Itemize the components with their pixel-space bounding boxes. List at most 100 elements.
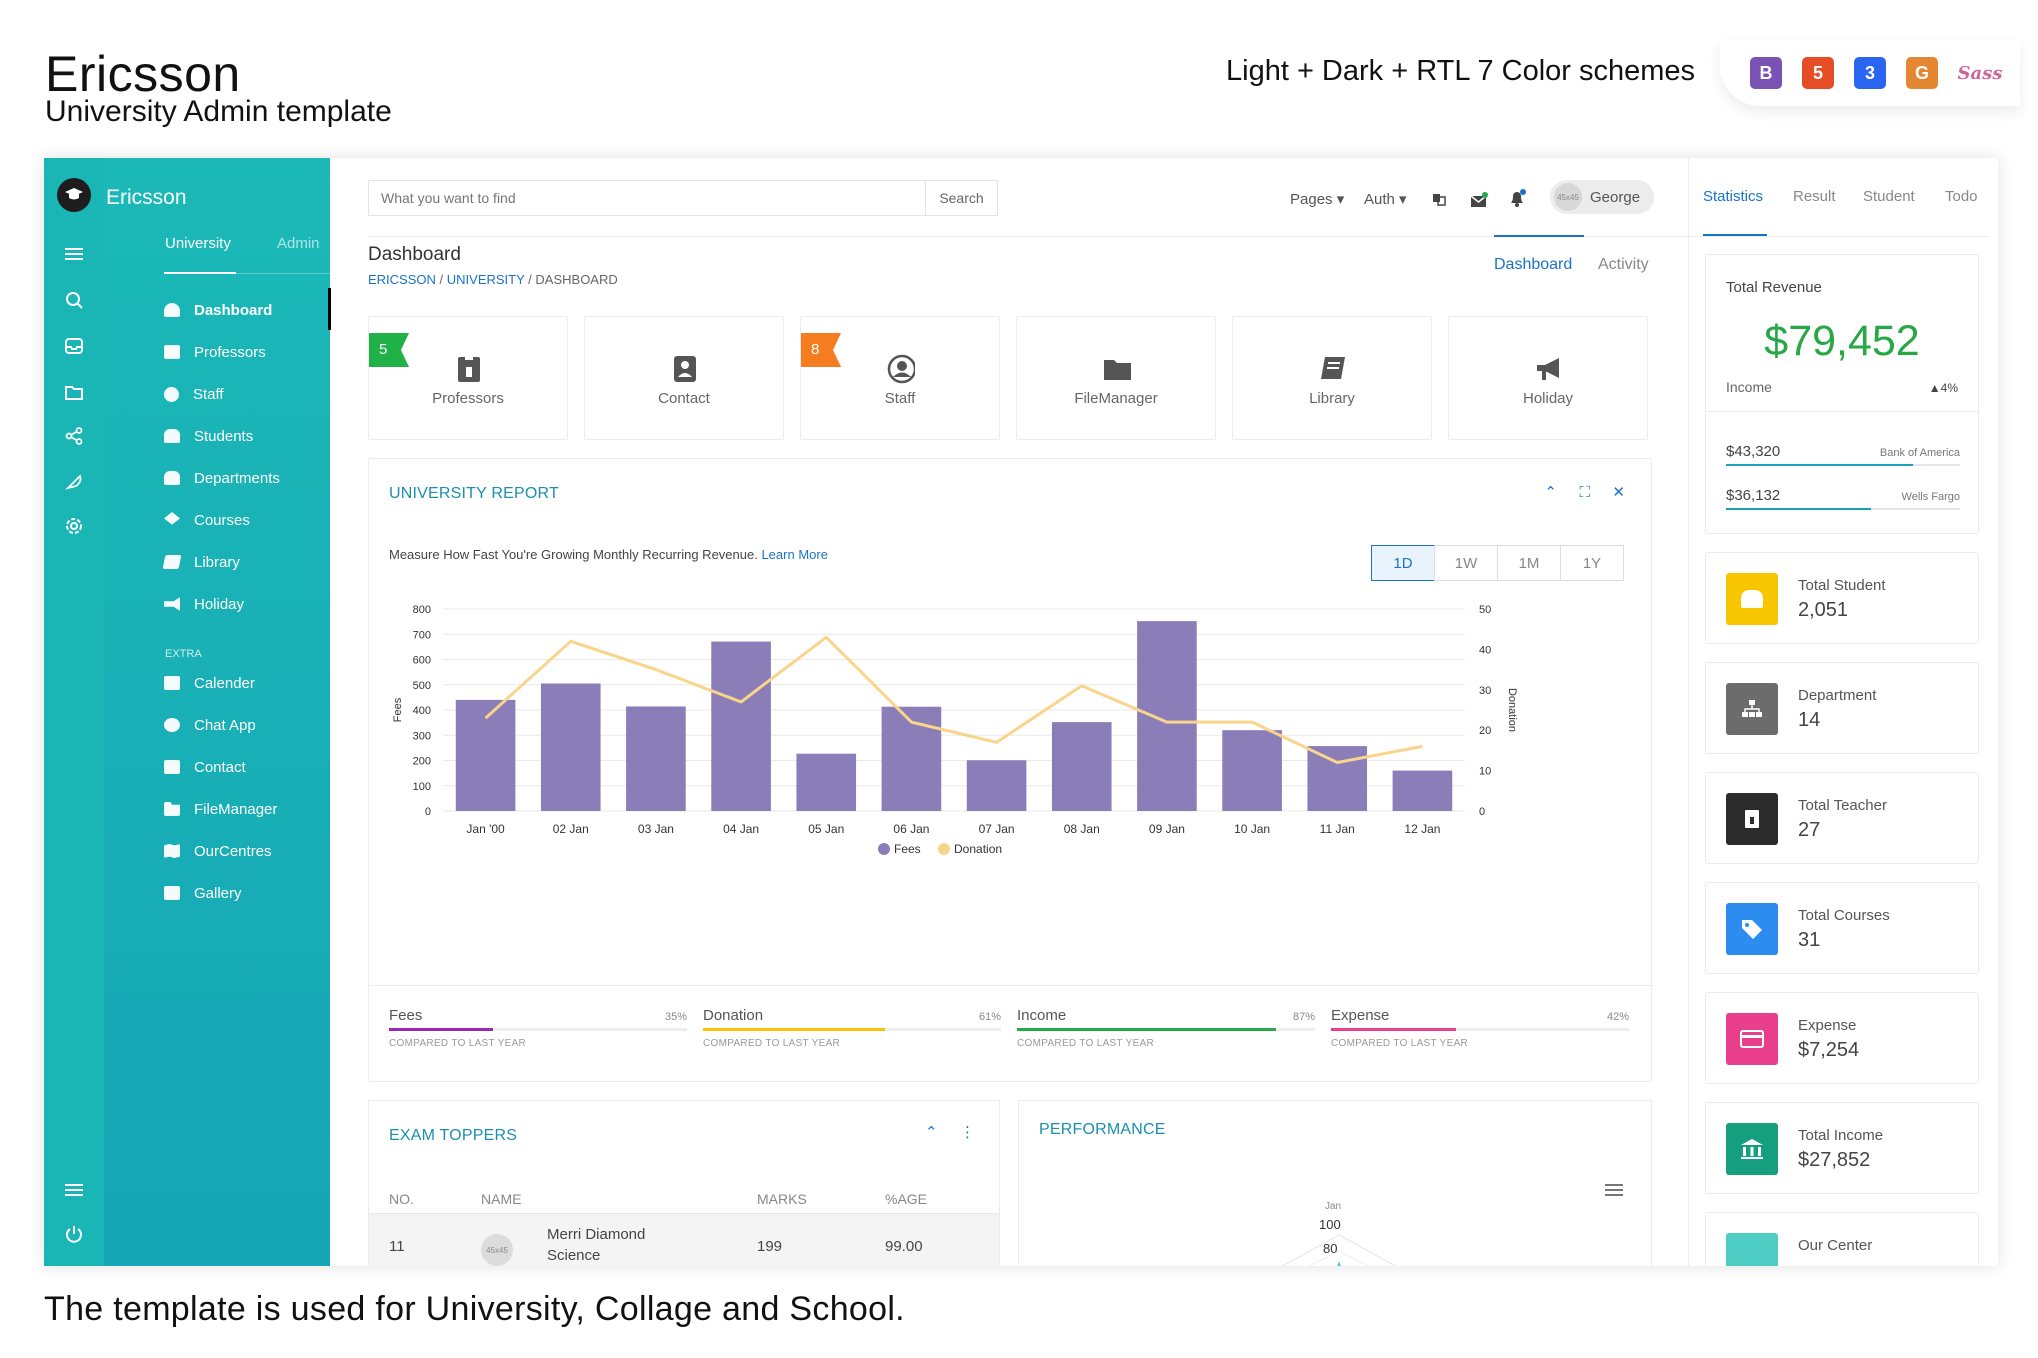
sidebar-tab-admin[interactable]: Admin xyxy=(277,235,320,252)
mail-icon[interactable] xyxy=(1470,192,1488,213)
users-icon xyxy=(1726,573,1778,625)
page-tab-indicator xyxy=(1494,235,1584,237)
language-icon[interactable] xyxy=(1432,192,1446,211)
sidebar-item-contact[interactable]: Contact xyxy=(104,756,246,778)
department-card[interactable]: Department 14 xyxy=(1705,662,1979,754)
performance-radar-chart xyxy=(1281,1234,1397,1266)
gear-icon[interactable] xyxy=(62,514,86,538)
tab-activity[interactable]: Activity xyxy=(1598,256,1649,273)
tags-icon xyxy=(1726,903,1778,955)
more-vertical-icon[interactable]: ⋮ xyxy=(960,1124,975,1141)
auth-dropdown[interactable]: Auth ▾ xyxy=(1364,191,1407,208)
tab-student[interactable]: Student xyxy=(1863,188,1915,205)
user-menu[interactable]: 45x45 George xyxy=(1550,180,1654,214)
sidebar-item-chat-app[interactable]: Chat App xyxy=(104,714,256,736)
sidebar-item-filemanager[interactable]: FileManager xyxy=(104,798,277,820)
tile-contact[interactable]: Contact xyxy=(584,316,784,440)
stats-divider xyxy=(369,985,1653,986)
tab-result[interactable]: Result xyxy=(1793,188,1836,205)
book-icon xyxy=(162,555,182,569)
tile-professors[interactable]: 5 Professors xyxy=(368,316,568,440)
tile-holiday[interactable]: Holiday xyxy=(1448,316,1648,440)
avatar: 45x45 xyxy=(481,1234,513,1266)
line-donation xyxy=(484,635,1423,765)
y-tick-label: 100 xyxy=(413,781,431,793)
feather-icon[interactable] xyxy=(62,470,86,494)
graduation-cap-icon xyxy=(164,512,180,525)
graduation-cap-icon[interactable] xyxy=(57,178,91,212)
sidebar-item-dashboard[interactable]: Dashboard xyxy=(104,299,272,321)
sidebar-item-professors[interactable]: Professors xyxy=(104,341,266,363)
chevron-up-icon[interactable]: ⌃ xyxy=(924,1124,938,1141)
bank-progress-bar xyxy=(1726,464,1914,466)
x-tick-label: 07 Jan xyxy=(979,822,1015,836)
income-progress-bar xyxy=(1017,1028,1277,1031)
learn-more-link[interactable]: Learn More xyxy=(761,547,828,562)
tile-library[interactable]: Library xyxy=(1232,316,1432,440)
power-icon[interactable] xyxy=(62,1222,86,1246)
sidebar-item-staff[interactable]: Staff xyxy=(104,383,224,405)
range-1d-button[interactable]: 1D xyxy=(1371,545,1435,581)
total-income-card[interactable]: Total Income $27,852 xyxy=(1705,1102,1979,1194)
page-title: Dashboard xyxy=(368,244,461,265)
y2-tick-label: 30 xyxy=(1479,685,1491,697)
sidebar-item-students[interactable]: Students xyxy=(104,425,253,447)
sidebar-item-holiday[interactable]: Holiday xyxy=(104,593,244,615)
sidebar-tab-university[interactable]: University xyxy=(165,235,231,252)
chevron-up-icon[interactable]: ⌃ xyxy=(1544,484,1557,501)
tile-filemanager[interactable]: FileManager xyxy=(1016,316,1216,440)
expand-icon[interactable]: ⛶ xyxy=(1579,484,1590,501)
user-circle-icon xyxy=(164,386,179,402)
search-icon[interactable] xyxy=(62,288,86,312)
report-title: UNIVERSITY REPORT xyxy=(389,485,559,502)
sidebar-item-library[interactable]: Library xyxy=(104,551,240,573)
total-courses-card[interactable]: Total Courses 31 xyxy=(1705,882,1979,974)
professors-count-badge: 5 xyxy=(369,333,409,367)
grid-icon[interactable] xyxy=(342,188,358,204)
stat-expense: Expense 42% COMPARED TO LAST YEAR xyxy=(1331,1007,1629,1049)
radar-tick-100: 100 xyxy=(1319,1217,1341,1232)
list-icon[interactable] xyxy=(62,1178,86,1202)
bell-icon[interactable] xyxy=(1508,188,1526,213)
total-student-card[interactable]: Total Student 2,051 xyxy=(1705,552,1979,644)
megaphone-icon xyxy=(1535,355,1563,383)
income-percent: ▲4% xyxy=(1928,381,1958,395)
sidebar-item-gallery[interactable]: Gallery xyxy=(104,882,242,904)
sidebar-item-courses[interactable]: Courses xyxy=(104,509,250,531)
sidebar-item-calender[interactable]: Calender xyxy=(104,672,255,694)
pages-dropdown[interactable]: Pages ▾ xyxy=(1290,191,1345,208)
tab-todo[interactable]: Todo xyxy=(1945,188,1978,205)
x-tick-label: Jan '00 xyxy=(466,822,505,836)
folder-icon[interactable] xyxy=(62,380,86,404)
breadcrumb-university[interactable]: UNIVERSITY xyxy=(446,272,525,287)
sidebar-item-departments[interactable]: Departments xyxy=(104,467,280,489)
tile-staff[interactable]: 8 Staff xyxy=(800,316,1000,440)
search-input[interactable] xyxy=(369,181,925,215)
range-1w-button[interactable]: 1W xyxy=(1434,545,1498,581)
calendar-icon xyxy=(164,676,180,690)
breadcrumb-ericsson[interactable]: ERICSSON xyxy=(368,272,436,287)
inbox-icon[interactable] xyxy=(62,334,86,358)
y-tick-label: 200 xyxy=(413,756,431,768)
menu-icon[interactable] xyxy=(62,242,86,266)
expense-card[interactable]: Expense $7,254 xyxy=(1705,992,1979,1084)
tab-statistics[interactable]: Statistics xyxy=(1703,188,1764,205)
tab-dashboard[interactable]: Dashboard xyxy=(1494,256,1573,273)
share-icon[interactable] xyxy=(62,424,86,448)
our-center-card[interactable]: Our Center xyxy=(1705,1212,1979,1266)
range-1y-button[interactable]: 1Y xyxy=(1560,545,1624,581)
search-button[interactable]: Search xyxy=(925,181,997,215)
sidebar-extra-label: EXTRA xyxy=(165,648,202,660)
close-icon[interactable]: ✕ xyxy=(1612,484,1625,501)
id-badge-icon xyxy=(1726,793,1778,845)
sidebar-item-ourcentres[interactable]: OurCentres xyxy=(104,840,272,862)
total-teacher-card[interactable]: Total Teacher 27 xyxy=(1705,772,1979,864)
y-tick-label: 500 xyxy=(413,680,431,692)
users-icon xyxy=(164,471,180,485)
range-1m-button[interactable]: 1M xyxy=(1497,545,1561,581)
x-tick-label: 06 Jan xyxy=(893,822,929,836)
right-panel: Statistics Result Student Todo Total Rev… xyxy=(1688,158,1998,1266)
table-row[interactable]: 11 45x45 Merri Diamond Science 199 99.00 xyxy=(369,1213,999,1266)
menu-icon[interactable] xyxy=(1605,1183,1623,1202)
stat-income: Income 87% COMPARED TO LAST YEAR xyxy=(1017,1007,1315,1049)
